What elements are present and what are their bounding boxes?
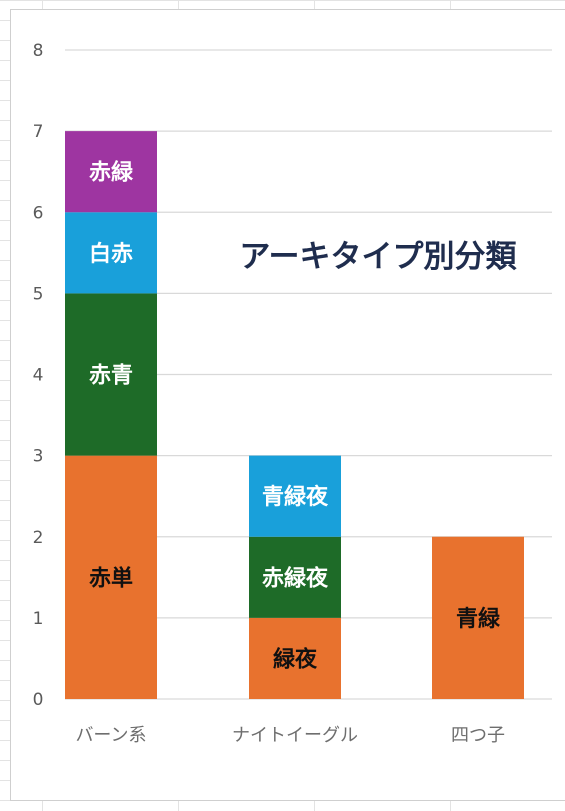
y-tick-label: 6 xyxy=(33,203,44,223)
bar-segment-label: 赤単 xyxy=(89,565,133,591)
x-category-label: バーン系 xyxy=(75,725,146,746)
x-category-label: 四つ子 xyxy=(451,725,505,746)
bar-segment-label: 赤青 xyxy=(89,364,133,389)
bar-segment-label: 白赤 xyxy=(89,241,133,267)
bar-segment[interactable] xyxy=(249,536,341,618)
bar-segment[interactable] xyxy=(249,455,341,537)
bar-segment-label: 青緑 xyxy=(456,606,501,632)
bar-segment-label: 赤緑夜 xyxy=(262,565,329,591)
y-tick-label: 2 xyxy=(33,528,44,548)
y-tick-label: 8 xyxy=(33,41,44,61)
bar-segment-label: 緑夜 xyxy=(273,646,318,672)
y-tick-label: 4 xyxy=(33,366,44,386)
bar-segment[interactable] xyxy=(249,617,341,699)
y-tick-label: 5 xyxy=(33,284,44,304)
bar-segment[interactable] xyxy=(65,293,157,456)
y-tick-label: 7 xyxy=(33,122,44,142)
bar-segment[interactable] xyxy=(65,131,157,213)
y-axis: 0 1 2 3 4 5 6 7 8 xyxy=(33,41,44,710)
bar-segment-label: 青緑夜 xyxy=(262,484,329,510)
y-tick-label: 1 xyxy=(33,609,44,629)
bar-segment[interactable] xyxy=(65,212,157,294)
bar-segment-label: 赤緑 xyxy=(89,160,134,186)
y-tick-label: 0 xyxy=(33,690,44,710)
chart-title: アーキタイプ別分類 xyxy=(239,239,517,275)
y-tick-label: 3 xyxy=(33,447,44,467)
x-axis: バーン系 ナイトイーグル 四つ子 xyxy=(75,725,505,746)
bar-segment[interactable] xyxy=(65,455,157,699)
x-category-label: ナイトイーグル xyxy=(232,725,358,746)
bar-segment[interactable] xyxy=(432,536,524,699)
